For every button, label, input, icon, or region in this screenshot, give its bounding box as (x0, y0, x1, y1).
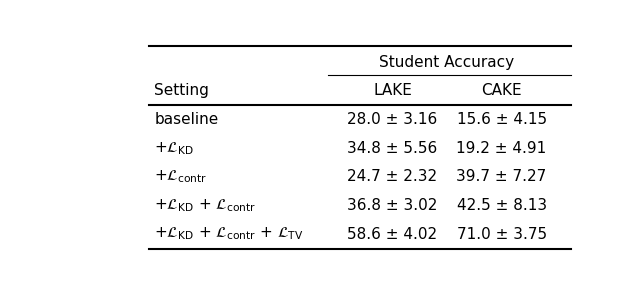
Text: 28.0 ± 3.16: 28.0 ± 3.16 (348, 112, 438, 127)
Text: baseline: baseline (154, 112, 219, 127)
Text: 36.8 ± 3.02: 36.8 ± 3.02 (348, 198, 438, 213)
Text: +$\mathcal{L}_{\mathrm{KD}}$ + $\mathcal{L}_{\mathrm{contr}}$ + $\mathcal{L}_{\m: +$\mathcal{L}_{\mathrm{KD}}$ + $\mathcal… (154, 226, 304, 242)
Text: 42.5 ± 8.13: 42.5 ± 8.13 (456, 198, 547, 213)
Text: 58.6 ± 4.02: 58.6 ± 4.02 (348, 227, 438, 242)
Text: 71.0 ± 3.75: 71.0 ± 3.75 (456, 227, 547, 242)
Text: Student Accuracy: Student Accuracy (380, 55, 515, 70)
Text: 39.7 ± 7.27: 39.7 ± 7.27 (456, 169, 547, 184)
Text: 15.6 ± 4.15: 15.6 ± 4.15 (456, 112, 547, 127)
Text: +$\mathcal{L}_{\mathrm{KD}}$: +$\mathcal{L}_{\mathrm{KD}}$ (154, 140, 195, 157)
Text: 34.8 ± 5.56: 34.8 ± 5.56 (348, 141, 438, 156)
Text: +$\mathcal{L}_{\mathrm{contr}}$: +$\mathcal{L}_{\mathrm{contr}}$ (154, 168, 208, 185)
Text: LAKE: LAKE (373, 83, 412, 98)
Text: 24.7 ± 2.32: 24.7 ± 2.32 (348, 169, 438, 184)
Text: +$\mathcal{L}_{\mathrm{KD}}$ + $\mathcal{L}_{\mathrm{contr}}$: +$\mathcal{L}_{\mathrm{KD}}$ + $\mathcal… (154, 197, 257, 214)
Text: 19.2 ± 4.91: 19.2 ± 4.91 (456, 141, 547, 156)
Text: CAKE: CAKE (481, 83, 522, 98)
Text: Setting: Setting (154, 83, 209, 98)
